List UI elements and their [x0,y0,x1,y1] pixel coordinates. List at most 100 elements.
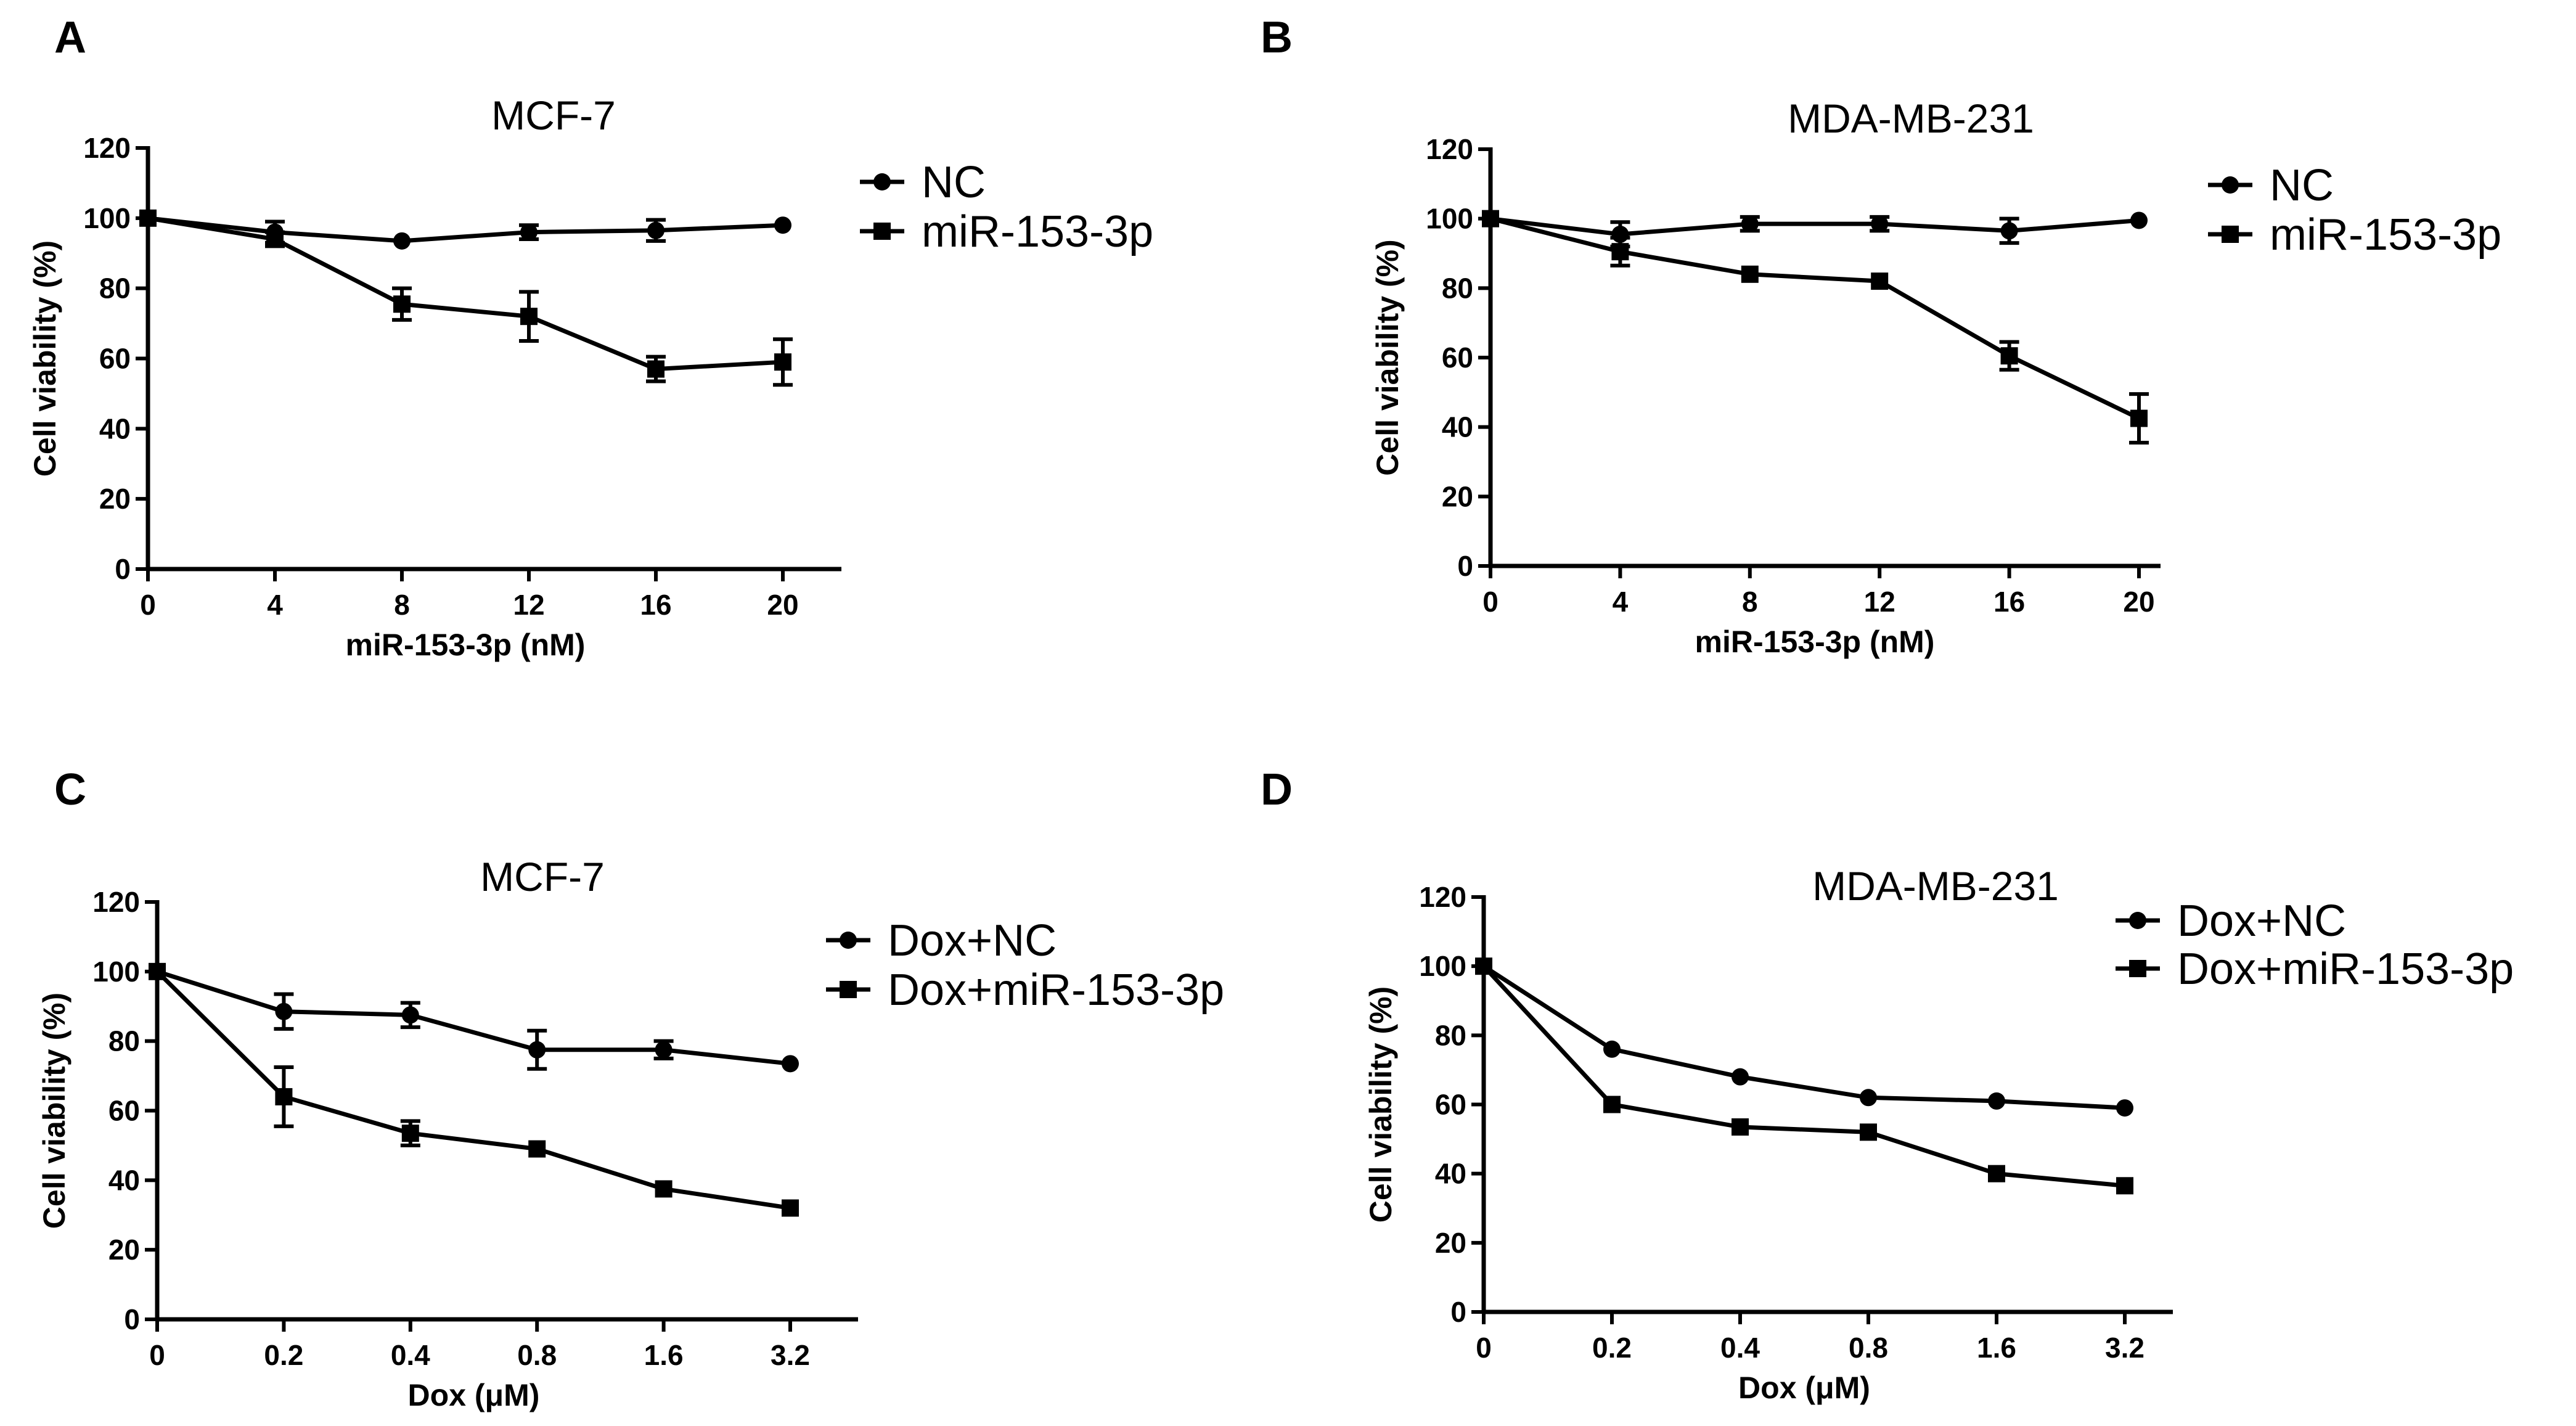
data-point [1482,210,1499,227]
y-tick-label: 120 [83,132,131,164]
panel-b: B MDA-MB-231 0 20 40 60 80 100 120 0 4 8 12 16 20 miR-1… [1261,13,2501,659]
y-tick-label: 0 [115,553,131,585]
legend-label: NC [2270,161,2334,210]
series-line [1482,964,2125,1110]
x-tick-label: 0.2 [1592,1332,1632,1364]
panel-letter: D [1261,765,1293,814]
data-point [1741,265,1759,283]
chart-title: MDA-MB-231 [1812,863,2059,909]
data-point [1860,1089,1877,1107]
x-axis-label: miR-153-3p (nM) [1695,625,1935,659]
y-tick-label: 20 [1435,1227,1466,1259]
data-point [1871,272,1889,290]
legend-label: Dox+miR-153-3p [888,965,1224,1015]
y-tick-label: 80 [1442,272,1473,304]
data-point [1732,1118,1749,1136]
series-line [147,216,783,372]
legend-marker [2222,226,2239,243]
legend-marker [873,223,891,240]
x-axis-label: Dox (μM) [1738,1371,1870,1405]
data-point [1988,1165,2005,1182]
legend-label: miR-153-3p [2270,210,2501,260]
panel-c: C MCF-7 0 20 40 60 80 100 120 0 0.2 0.4 0.8 1.6 3.2 Dox… [37,765,1224,1412]
y-tick-label: 60 [108,1095,140,1127]
x-tick-label: 1.6 [644,1339,684,1371]
x-tick-label: 3.2 [2105,1332,2145,1364]
data-point [2116,1177,2133,1195]
data-point [520,308,538,326]
data-point [266,230,284,248]
x-tick-label: 0.4 [1720,1332,1760,1364]
legend-marker [840,932,857,949]
x-tick-label: 8 [1742,586,1758,618]
y-tick-label: 80 [1435,1019,1466,1051]
data-point [1871,215,1889,233]
x-tick-label: 0.4 [391,1339,430,1371]
data-point [774,353,791,371]
data-point [782,1055,799,1073]
series-line [147,216,783,244]
data-point [1475,957,1492,975]
data-point [1732,1068,1749,1086]
y-tick-label: 20 [99,483,131,515]
x-tick-label: 0 [149,1339,165,1371]
y-tick-label: 100 [83,202,131,234]
y-tick-label: 120 [1419,881,1466,913]
y-tick-label: 0 [1450,1296,1466,1328]
x-axis-label: Dox (μM) [408,1378,540,1412]
series-line [1482,964,2125,1188]
legend-label: NC [922,158,986,207]
data-point [1988,1092,2005,1110]
legend-marker [2129,912,2146,929]
x-tick-label: 0.8 [517,1339,557,1371]
y-tick-label: 60 [1442,342,1473,374]
series-square [1482,210,2149,445]
y-tick-label: 100 [1419,950,1466,982]
x-axis-label: miR-153-3p (nM) [346,628,586,662]
data-point [1741,215,1759,233]
y-tick-label: 20 [108,1234,140,1266]
data-point [647,221,664,239]
data-point [401,1125,419,1142]
data-point [1603,1096,1621,1113]
chart-title: MDA-MB-231 [1788,96,2034,141]
data-point [275,1088,293,1105]
data-point [393,232,411,250]
series-square [1475,957,2133,1195]
y-axis-label: Cell viability (%) [28,240,62,477]
y-tick-label: 80 [108,1025,140,1057]
x-tick-label: 16 [1993,586,2025,618]
legend-marker [840,981,857,998]
panel-d: D MDA-MB-231 0 20 40 60 80 100 120 0 0.2 0.4 0.8 1.6 3… [1261,765,2514,1405]
y-tick-label: 120 [92,886,140,918]
legend-label: miR-153-3p [922,207,1153,256]
x-tick-label: 12 [1864,586,1895,618]
y-tick-label: 40 [1442,411,1473,443]
chart-title: MCF-7 [480,854,605,899]
y-tick-label: 20 [1442,480,1473,512]
y-axis-label: Cell viability (%) [37,993,72,1229]
data-point [2000,347,2018,365]
series-line [1490,216,2140,237]
series-circle [149,962,799,1073]
data-point [1603,1040,1621,1058]
x-tick-label: 12 [513,589,544,621]
panel-letter: C [54,765,86,814]
y-tick-label: 100 [1426,203,1473,235]
series-circle [1475,957,2133,1117]
panel-a: A MCF-7 0 20 40 60 80 100 120 0 4 8 12 16 20 miR-153-3p… [28,13,1153,662]
x-tick-label: 1.6 [1977,1332,2016,1364]
series-square [139,209,793,387]
x-tick-label: 8 [394,589,410,621]
data-point [528,1140,546,1158]
y-tick-label: 60 [1435,1089,1466,1121]
x-tick-label: 0 [140,589,156,621]
y-tick-label: 60 [99,343,131,375]
panel-letter: B [1261,13,1293,62]
data-point [647,360,664,378]
x-tick-label: 4 [267,589,283,621]
y-tick-label: 0 [1457,550,1473,582]
x-tick-label: 0 [1476,1332,1492,1364]
legend-label: Dox+NC [888,916,1057,965]
